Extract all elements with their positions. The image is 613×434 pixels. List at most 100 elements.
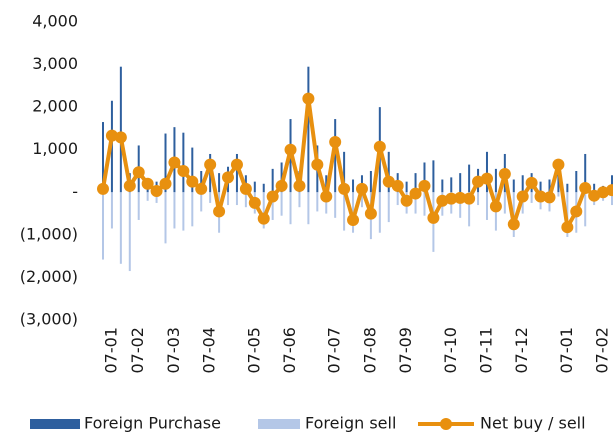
bar <box>387 151 390 193</box>
x-tick-label: 07-10 <box>441 327 460 374</box>
net-marker <box>311 158 324 171</box>
bar <box>191 147 194 193</box>
net-marker <box>141 177 154 190</box>
net-marker <box>320 190 333 203</box>
bar <box>200 192 203 212</box>
net-marker <box>114 131 127 144</box>
net-marker <box>516 190 529 203</box>
bar <box>244 192 247 208</box>
net-marker <box>222 171 235 184</box>
net-marker <box>498 167 511 180</box>
bar <box>343 192 346 231</box>
bar <box>494 168 497 193</box>
y-tick-label: (1,000) <box>20 224 78 243</box>
y-tick-label: 1,000 <box>32 139 78 158</box>
bar <box>200 171 203 193</box>
bar <box>316 192 319 212</box>
net-marker <box>454 191 467 204</box>
bar <box>450 177 453 193</box>
bar <box>280 162 283 193</box>
bar <box>262 183 265 193</box>
net-marker <box>489 200 502 213</box>
bar <box>611 175 613 193</box>
net-marker <box>257 212 270 225</box>
bar <box>119 66 122 193</box>
bar <box>280 192 283 216</box>
bar <box>557 192 560 197</box>
bar <box>253 181 256 193</box>
bar <box>102 192 104 260</box>
bar <box>182 132 185 193</box>
net-marker <box>177 165 190 177</box>
bar <box>289 192 292 225</box>
x-tick-label: 07-04 <box>200 327 219 374</box>
bar <box>164 192 167 244</box>
bar <box>584 153 587 193</box>
net-marker <box>105 129 118 142</box>
bar <box>352 192 355 233</box>
bar <box>414 173 417 193</box>
net-marker <box>364 207 377 220</box>
legend-swatch <box>30 419 80 429</box>
net-marker <box>302 92 315 105</box>
net-marker <box>275 179 288 192</box>
legend-swatch <box>258 419 300 429</box>
bar <box>334 119 337 193</box>
x-tick-label: 07-01 <box>557 327 576 374</box>
x-tick-label: 07-01 <box>101 327 120 374</box>
x-tick-label: 07-02 <box>593 327 612 374</box>
net-marker <box>132 166 145 179</box>
net-marker <box>195 182 208 195</box>
net-marker <box>543 191 556 204</box>
bar <box>566 183 569 193</box>
legend-label: Foreign sell <box>305 414 396 433</box>
bar <box>164 133 167 193</box>
bar <box>521 175 524 193</box>
bar <box>343 151 346 193</box>
net-marker <box>400 194 413 207</box>
net-marker <box>427 211 440 224</box>
bar <box>191 192 194 227</box>
legend-label: Net buy / sell <box>480 414 586 433</box>
net-marker <box>391 179 404 192</box>
bar <box>477 192 480 206</box>
net-marker <box>284 143 297 156</box>
net-line <box>101 96 613 230</box>
x-tick-label: 07-03 <box>164 327 183 374</box>
net-marker <box>445 192 458 205</box>
bar <box>423 192 426 216</box>
net-marker <box>409 187 422 200</box>
bar <box>468 192 471 227</box>
x-tick-label: 07-05 <box>244 327 263 374</box>
bar <box>503 192 506 214</box>
bar <box>146 192 149 201</box>
net-marker <box>329 136 342 149</box>
net-marker <box>606 184 613 197</box>
x-tick-label: 07-07 <box>325 327 344 374</box>
net-marker <box>186 175 199 188</box>
bar <box>405 181 408 193</box>
net-marker <box>480 172 493 185</box>
bar <box>432 160 435 193</box>
net-marker <box>579 182 592 195</box>
net-marker <box>248 196 261 209</box>
net-marker <box>266 190 279 203</box>
y-tick-label: - <box>72 182 78 201</box>
bar <box>485 192 488 220</box>
net-marker <box>570 205 583 218</box>
bar <box>575 171 578 193</box>
net-marker <box>123 179 136 192</box>
bar <box>530 192 533 203</box>
legend-label: Foreign Purchase <box>84 414 221 433</box>
bar <box>102 122 104 193</box>
bar <box>155 192 158 203</box>
y-tick-label: (3,000) <box>20 310 78 329</box>
bar <box>334 192 337 218</box>
legend-marker <box>440 418 452 430</box>
net-marker <box>525 176 538 189</box>
bar <box>611 192 613 206</box>
net-marker <box>463 192 476 205</box>
x-tick-label: 07-12 <box>512 327 531 374</box>
bar <box>485 151 488 193</box>
net-marker <box>534 190 547 203</box>
